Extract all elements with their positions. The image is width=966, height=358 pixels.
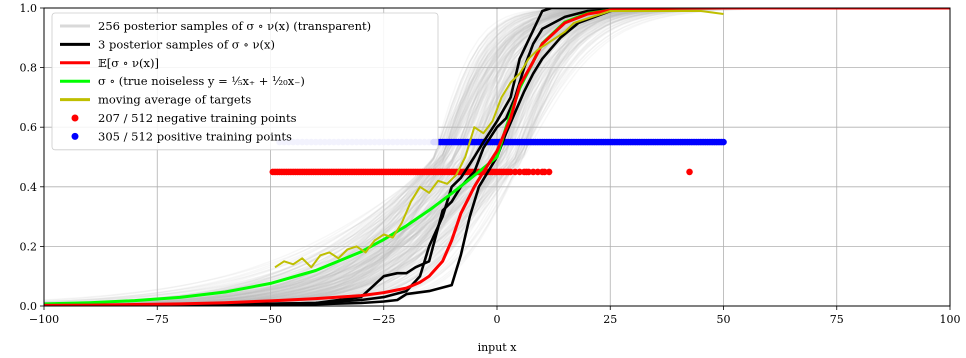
y-tick-label: 1.0 [20,2,38,15]
posterior-sample-line [44,8,950,305]
posterior-sample-line [44,8,950,306]
legend-swatch-dot [71,132,79,140]
posterior-sample-line [44,8,950,306]
negative-point [534,168,542,176]
posterior-sample-line [44,8,950,306]
x-tick-label: 100 [940,313,961,326]
legend-label: 𝔼[σ ∘ ν(x)] [98,56,159,70]
posterior-sample-line [44,8,950,305]
posterior-sample-line [44,8,950,306]
positive-point [720,138,727,146]
posterior-sample-line [44,8,950,306]
x-tick-label: 0 [494,313,501,326]
y-tick-label: 0.2 [20,240,38,253]
x-axis-label: input x [478,341,518,354]
posterior-sample-line [44,8,950,306]
legend-swatch-dot [71,114,79,122]
posterior-sample-line [44,8,950,305]
y-tick-label: 0.8 [20,62,38,75]
mean-line [44,8,950,306]
posterior-sample-line [44,8,950,305]
negative-point [507,168,514,176]
posterior-sample-line [44,8,950,304]
negative-point [516,168,523,176]
posterior-sample-line [44,8,950,306]
posterior-sample-line [44,8,950,306]
posterior-sample-line [44,8,950,306]
posterior-sample-line [44,8,950,305]
legend-label: moving average of targets [98,93,251,107]
posterior-sample-line [44,8,950,306]
posterior-sample-line [44,8,950,306]
posterior-sample-line [44,8,950,306]
posterior-sample-line [44,8,950,306]
posterior-sample-bold-line [44,8,950,306]
moving-average-line [274,10,724,269]
x-tick-label: −100 [29,313,59,326]
posterior-sample-line [44,8,950,306]
posterior-sample-line [44,8,950,306]
legend: 256 posterior samples of σ ∘ ν(x) (trans… [51,12,439,151]
posterior-sample-line [44,8,950,306]
posterior-sample-line [44,8,950,306]
posterior-sample-bold-line [44,8,950,306]
posterior-sample-line [44,8,950,306]
posterior-sample-line [44,8,950,306]
posterior-sample-line [44,8,950,306]
y-tick-label: 0.4 [20,181,38,194]
legend-box [51,12,439,151]
negative-point [529,168,537,176]
y-tick-label: 0.6 [20,121,38,134]
posterior-sample-line [44,8,950,306]
legend-label: 3 posterior samples of σ ∘ ν(x) [98,37,275,51]
posterior-sample-line [44,8,950,306]
posterior-sample-line [44,8,950,303]
negative-point [525,168,533,176]
x-tick-label: −75 [146,313,169,326]
posterior-sample-line [44,8,950,306]
legend-label: 305 / 512 positive training points [98,129,292,143]
posterior-sample-line [44,8,950,306]
posterior-sample-line [44,8,950,306]
x-tick-label: 25 [603,313,617,326]
x-tick-label: 75 [830,313,844,326]
legend-label: 256 posterior samples of σ ∘ ν(x) (trans… [98,19,371,33]
x-tick-label: −50 [259,313,282,326]
posterior-sample-line [44,8,950,302]
posterior-sample-line [44,8,950,306]
negative-point [686,168,693,176]
posterior-sample-line [44,8,950,306]
negative-point [541,168,548,176]
posterior-sample-line [44,8,950,306]
posterior-sample-line [44,8,950,306]
posterior-sample-line [44,8,950,306]
axis-ticks: −100 −75 −50 −25 0 25 50 75 100 0.0 0.2 0.4 0.6 0.8 1.… [20,2,961,326]
posterior-sample-line [44,8,950,306]
negative-point [545,168,553,176]
y-tick-label: 0.0 [20,300,38,313]
legend-label: 207 / 512 negative training points [98,111,297,125]
posterior-sample-line [44,8,950,304]
posterior-sample-line [44,8,950,306]
x-tick-label: −25 [372,313,395,326]
legend-label: σ ∘ (true noiseless y = ⅕x₊ + ¹⁄₂₀x₋) [98,74,305,88]
series-lines [44,8,950,306]
posterior-sample-line [44,8,950,306]
x-tick-label: 50 [717,313,731,326]
posterior-sample-line [44,8,950,304]
posterior-sample-line [44,8,950,306]
posterior-sample-line [44,8,950,306]
negative-point [511,168,519,176]
posterior-sample-line [44,8,950,306]
posterior-sample-line [44,8,950,306]
posterior-sample-line [44,8,950,306]
posterior-sample-line [44,8,950,303]
posterior-sample-bold-line [44,8,950,306]
